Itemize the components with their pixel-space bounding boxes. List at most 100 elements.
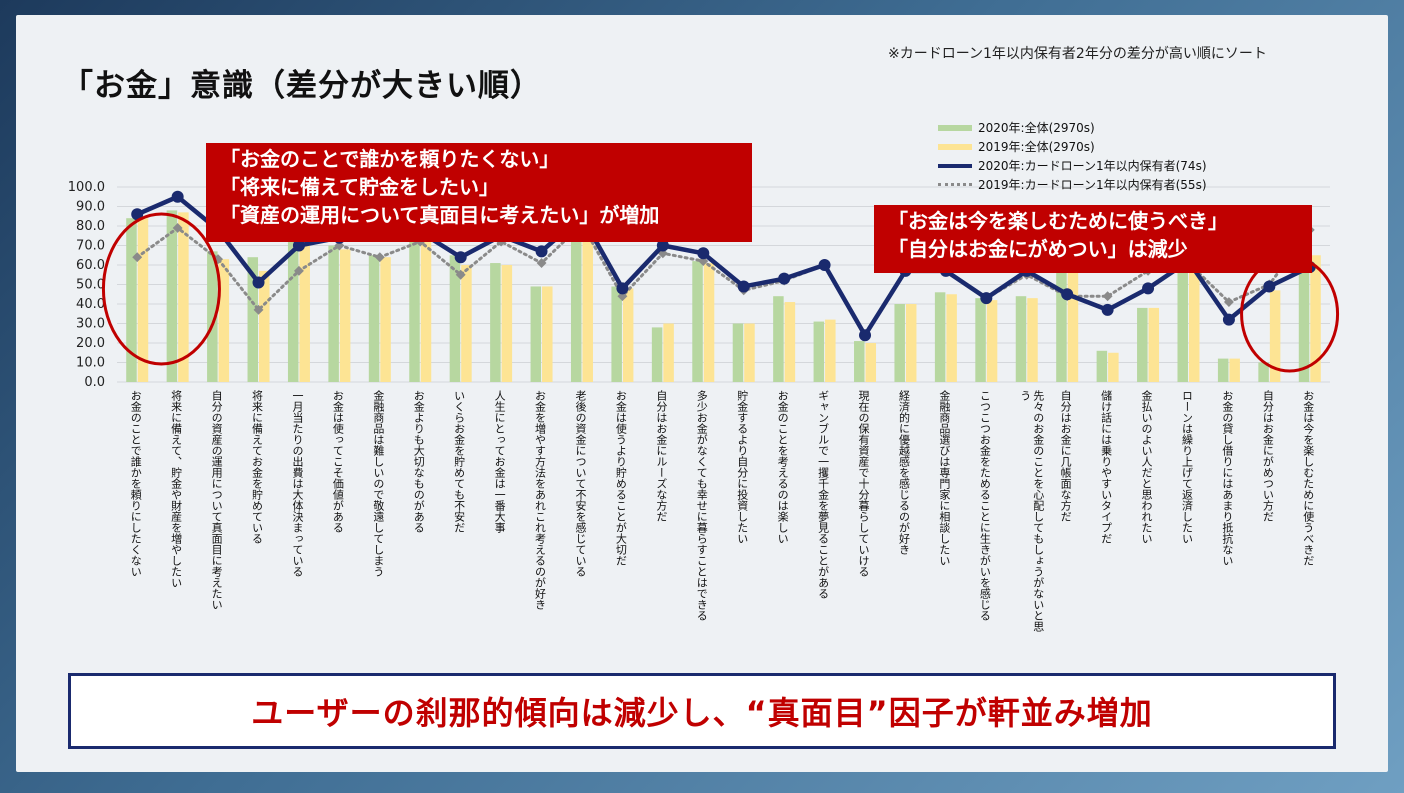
slide-panel	[16, 15, 1388, 772]
x-tick-label: お金は今を楽しむために使うべきだ	[1301, 390, 1315, 566]
navy-line-icon	[938, 163, 972, 168]
x-tick-label: 自分はお金にルーズな方だ	[654, 390, 668, 522]
bar-2020-all	[854, 341, 865, 382]
legend-label: 2019年:全体(2970s)	[978, 140, 1095, 154]
y-tick-label: 100.0	[68, 180, 105, 195]
x-tick-label: 先々のお金のことを心配してもしょうがないと思う	[1018, 390, 1045, 632]
x-tick-label: ギャンブルで一攫千金を夢見ることがある	[816, 390, 830, 599]
bar-2019-all	[865, 343, 877, 382]
callout-line: 「お金のことで誰かを頼りたくない」	[220, 147, 560, 171]
y-tick-label: 70.0	[76, 239, 105, 254]
y-axis-ticks: 100.0 90.0 80.0 70.0 60.0 50.0 40.0 30.0 20.0 10.…	[68, 180, 105, 390]
point-2020-loan	[737, 280, 750, 293]
bar-2020-all	[328, 245, 339, 382]
bar-2019-all	[825, 319, 836, 382]
point-2020-loan	[535, 245, 548, 258]
x-tick-label: 金融商品は難しいので敬遠してしまう	[371, 390, 385, 577]
point-2020-loan	[171, 190, 184, 203]
bar-2019-all	[461, 265, 472, 382]
bar-2020-all	[570, 224, 582, 382]
bar-2020-all	[409, 237, 420, 382]
legend: 2020年:全体(2970s) 2019年:全体(2970s) 2020年:カー…	[938, 118, 1207, 194]
bar-2020-all	[287, 237, 299, 382]
bar-2020-all	[732, 323, 744, 382]
bar-2019-all	[1310, 255, 1321, 382]
bar-2020-all	[449, 255, 461, 382]
highlight-circle-right	[1240, 255, 1340, 373]
bar-2020-all	[894, 304, 905, 382]
x-tick-label: お金は使ってこそ価値がある	[331, 390, 345, 533]
bar-2020-all	[1015, 296, 1027, 382]
point-2020-loan	[1061, 288, 1074, 301]
bar-2019-all	[420, 241, 432, 382]
x-tick-label: 自分の資産の運用について真面目に考えたい	[210, 390, 224, 610]
bar-2020-all	[1217, 358, 1229, 382]
bar-2019-all	[784, 302, 796, 382]
x-tick-label: 金融商品選びは専門家に相談したい	[937, 390, 951, 566]
point-2019-loan	[132, 252, 143, 263]
x-tick-label: お金のことで誰かを頼りにしたくない	[129, 390, 143, 577]
bar-2019-all	[703, 263, 715, 382]
point-2020-loan	[656, 239, 669, 252]
x-tick-label: 自分はお金にがめつい方だ	[1261, 390, 1275, 522]
x-tick-label: 一月当たりの出費は大体決まっている	[290, 390, 304, 577]
x-tick-label: お金は使うより貯めることが大切だ	[614, 390, 628, 566]
callout-increase: 「お金のことで誰かを頼りたくない」 「将来に備えて貯金をしたい」 「資産の運用に…	[206, 143, 752, 242]
bar-2020-all	[490, 263, 501, 382]
callout-line: 「お金は今を楽しむために使うべき」	[888, 209, 1228, 233]
y-tick-label: 0.0	[84, 375, 105, 390]
point-2019-loan	[1223, 297, 1234, 307]
bar-2019-all	[1148, 307, 1160, 382]
bar-2020-all	[692, 261, 703, 382]
gray-dotted-line-icon	[938, 183, 972, 186]
x-tick-label: いくらお金を貯めても不安だ	[452, 390, 466, 533]
y-tick-label: 20.0	[76, 336, 105, 351]
x-tick-label: 現在の保有資産で十分暮らしていける	[857, 390, 871, 577]
footer-message: ユーザーの刹那的傾向は減少し、“真面目”因子が軒並み増加	[251, 694, 1153, 732]
x-tick-label: 貯金するより自分に投資したい	[735, 390, 749, 544]
y-tick-label: 30.0	[76, 317, 105, 332]
footer-box: ユーザーの刹那的傾向は減少し、“真面目”因子が軒並み増加	[68, 673, 1336, 749]
callout-line: 「将来に備えて貯金をしたい」	[220, 175, 499, 199]
y-tick-label: 50.0	[76, 278, 105, 293]
callout-line: 「自分はお金にがめつい」は減少	[888, 237, 1188, 261]
bar-2019-all	[1229, 358, 1240, 382]
legend-label: 2019年:カードローン1年以内保有者(55s)	[978, 178, 1207, 192]
legend-item-2019-loan: 2019年:カードローン1年以内保有者(55s)	[938, 175, 1207, 194]
point-2020-loan	[1222, 313, 1235, 326]
y-tick-label: 80.0	[76, 219, 105, 234]
bar-2020-all	[813, 321, 825, 382]
x-tick-label: 金払いのよい人だと思われたい	[1140, 390, 1154, 544]
bar-2020-all	[1056, 268, 1067, 382]
point-2020-loan	[980, 292, 993, 305]
bars	[126, 210, 1321, 382]
highlight-circle-left	[101, 212, 221, 366]
bar-2020-all	[1137, 307, 1148, 382]
bar-2020-all	[247, 257, 259, 382]
legend-label: 2020年:カードローン1年以内保有者(74s)	[978, 159, 1207, 173]
x-tick-label: 多少お金がなくても幸せに暮らすことはできる	[695, 390, 709, 621]
sort-note: ※カードローン1年以内保有者2年分の差分が高い順にソート	[888, 46, 1267, 62]
x-tick-label: ローンは繰り上げて返済したい	[1180, 390, 1194, 544]
point-2019-loan	[294, 265, 304, 276]
bar-2020-all	[651, 327, 663, 382]
point-2020-loan	[778, 272, 791, 285]
x-tick-label: 人生にとってお金は一番大事	[493, 390, 507, 533]
bar-2020-all	[934, 292, 946, 382]
bar-2020-all	[1258, 362, 1269, 382]
bar-2019-all	[744, 323, 755, 382]
bar-2019-all	[663, 323, 674, 382]
bar-2019-all	[946, 294, 957, 382]
x-tick-label: お金よりも大切なものがある	[412, 390, 426, 533]
x-tick-label: お金を増やす方法をあれこれ考えるのが好き	[533, 390, 547, 610]
point-2020-loan	[1101, 303, 1114, 316]
x-tick-label: 自分はお金に几帳面な方だ	[1059, 390, 1073, 522]
point-2020-loan	[292, 239, 305, 252]
point-2019-loan	[536, 258, 547, 268]
bar-2020-all	[166, 210, 178, 382]
bar-2020-all	[207, 251, 218, 382]
y-tick-label: 40.0	[76, 297, 105, 312]
bar-2019-all	[1108, 352, 1119, 382]
bar-2019-all	[1027, 298, 1038, 382]
bar-2019-all	[259, 270, 270, 382]
